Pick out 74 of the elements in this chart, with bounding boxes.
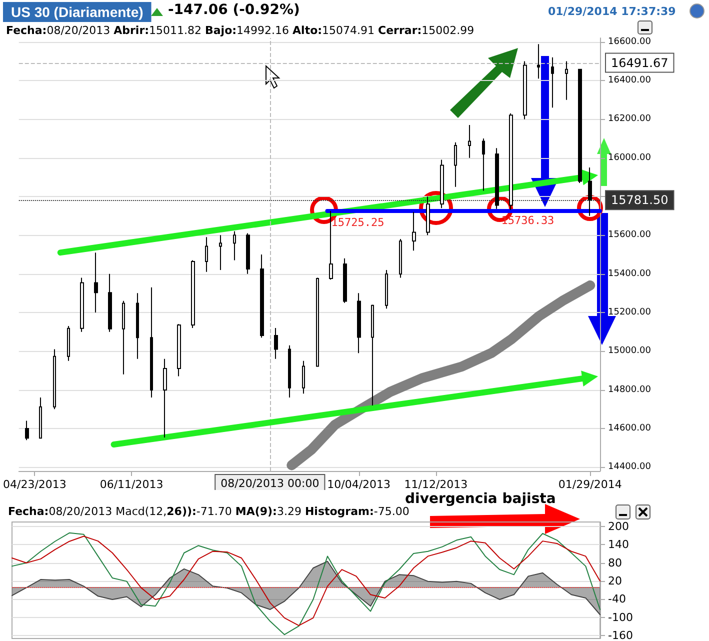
candlestick xyxy=(177,324,181,377)
y-tick-label: 80 xyxy=(608,556,622,570)
ref-line-label: 15781.50 xyxy=(611,193,668,208)
y-tick-label: -40 xyxy=(608,592,626,606)
candlestick xyxy=(454,142,457,188)
candlestick xyxy=(163,358,167,438)
candlestick xyxy=(468,124,471,158)
y-tick-label: 200 xyxy=(608,520,629,534)
y-tick-label: 15600.00 xyxy=(608,230,652,240)
candlestick xyxy=(233,230,236,261)
candlestick xyxy=(94,252,98,313)
y-tick-label: 16200.00 xyxy=(608,114,652,124)
y-tick-label: 14400.00 xyxy=(608,462,652,472)
candlestick xyxy=(274,327,278,360)
y-tick-label: 15200.00 xyxy=(608,307,652,318)
candlestick xyxy=(357,292,361,354)
y-tick-label: -160 xyxy=(608,629,633,641)
candlestick xyxy=(371,304,374,406)
candlestick xyxy=(523,60,527,120)
candlestick xyxy=(191,260,195,328)
candlestick xyxy=(509,112,513,211)
candlestick xyxy=(136,292,139,360)
text: Fecha:08/20/2013 Abrir:15011.82 Bajo:14992.16 Alto:15074.91 Cerrar:15002.99 xyxy=(6,24,474,37)
ref-line-label: 16491.67 xyxy=(611,56,668,70)
text: divergencia bajista xyxy=(405,491,556,507)
x-tick-label: 04/23/2013 xyxy=(2,478,66,491)
candlestick xyxy=(551,56,554,108)
x-tick-label: 06/11/2013 xyxy=(100,478,164,491)
candlestick xyxy=(537,44,540,80)
ref-line-label: 08/20/2013 00:00 xyxy=(220,477,320,490)
text: Fecha:08/20/2013 Macd(12,26)):-71.70 MA(9):3.29 Histogram:-75.00 xyxy=(8,505,410,518)
candlestick xyxy=(426,196,430,236)
candlestick xyxy=(260,254,264,338)
candlestick xyxy=(288,344,291,398)
y-tick-label: 140 xyxy=(608,538,629,552)
candlestick xyxy=(385,269,388,310)
y-tick-label: 20 xyxy=(608,574,622,588)
annotation: 15725.25 xyxy=(331,216,384,229)
y-tick-label: 16600.00 xyxy=(608,36,652,47)
y-tick-label: 16400.00 xyxy=(608,76,652,86)
candlestick xyxy=(482,138,485,192)
candlestick xyxy=(205,236,208,272)
candlestick xyxy=(302,360,305,394)
candlestick xyxy=(578,68,582,184)
y-tick-label: 15400.00 xyxy=(608,268,652,279)
candlestick xyxy=(565,60,568,100)
candlestick xyxy=(108,273,112,332)
candlestick xyxy=(399,238,402,278)
candlestick xyxy=(80,277,84,332)
candlestick xyxy=(316,277,319,368)
x-tick-label: 01/29/2014 xyxy=(558,478,622,491)
text: 01/29/2014 17:37:39 xyxy=(548,5,676,18)
candlestick xyxy=(412,211,416,252)
candlestick xyxy=(39,397,42,439)
chart-title: US 30 (Diariamente) xyxy=(11,4,144,20)
y-tick-label: -100 xyxy=(608,610,633,624)
text: -147.06 (-0.92%) xyxy=(168,2,300,18)
candlestick xyxy=(440,159,444,209)
candlestick xyxy=(329,210,333,280)
y-tick-label: 16000.00 xyxy=(608,152,652,163)
x-tick-label: 10/04/2013 xyxy=(327,478,391,491)
y-tick-label: 14800.00 xyxy=(608,384,652,395)
y-tick-label: 14600.00 xyxy=(608,423,652,434)
x-tick-label: 11/12/2013 xyxy=(404,478,468,491)
candlestick xyxy=(53,348,56,410)
candlestick xyxy=(122,300,125,375)
candlestick xyxy=(246,232,250,274)
candlestick xyxy=(495,148,499,210)
candlestick xyxy=(150,286,153,398)
candlestick xyxy=(343,258,347,304)
candlestick xyxy=(25,420,29,441)
y-tick-label: 15000.00 xyxy=(608,346,652,356)
candlestick xyxy=(67,326,70,362)
candlestick xyxy=(219,234,222,270)
